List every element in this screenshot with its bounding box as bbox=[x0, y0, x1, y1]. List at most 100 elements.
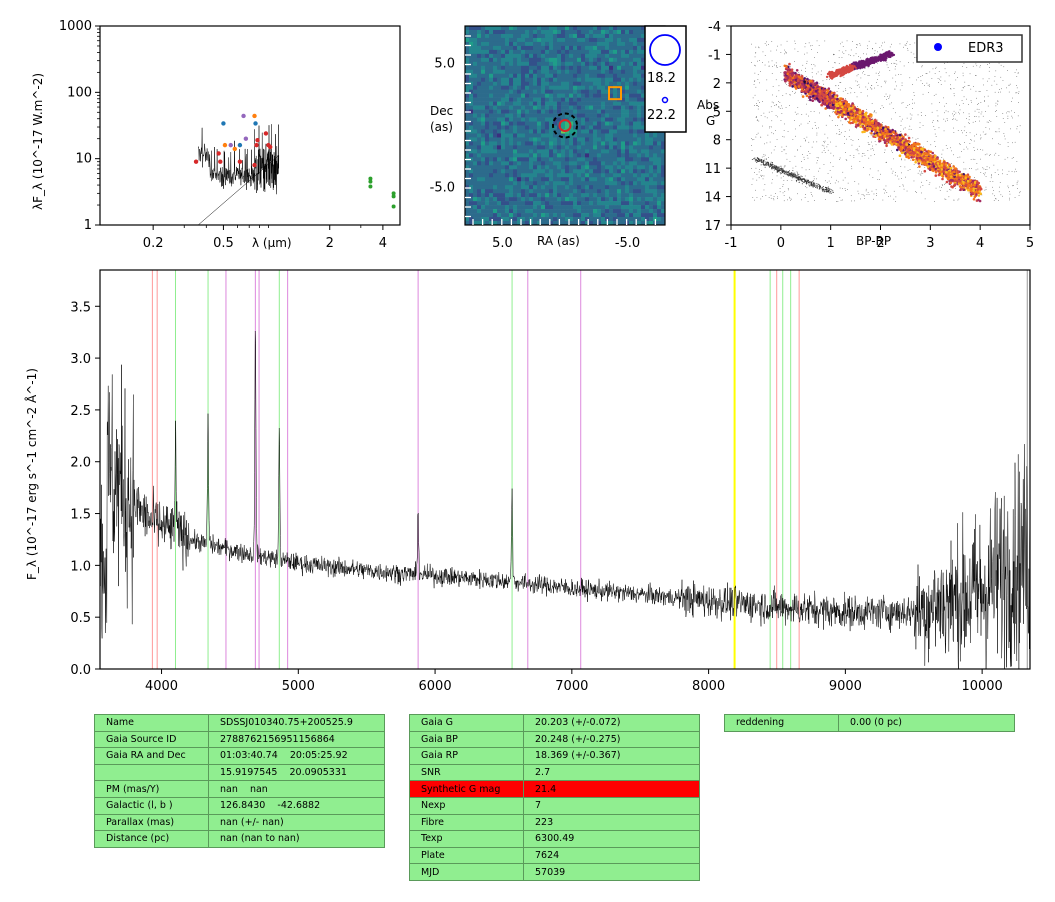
image-pixel bbox=[609, 185, 614, 190]
image-pixel bbox=[549, 177, 554, 182]
sed-point bbox=[253, 121, 258, 126]
image-pixel bbox=[521, 101, 526, 106]
image-pixel bbox=[517, 209, 522, 214]
image-pixel bbox=[621, 65, 626, 71]
image-pixel bbox=[569, 105, 574, 110]
image-pixel bbox=[569, 157, 574, 162]
image-pixel bbox=[573, 105, 578, 110]
hr-field-star bbox=[955, 188, 956, 189]
image-pixel bbox=[469, 137, 474, 142]
image-pixel bbox=[513, 209, 518, 214]
hr-wd-star bbox=[780, 165, 782, 167]
hr-wd-star bbox=[793, 173, 795, 175]
image-pixel bbox=[593, 153, 598, 158]
image-pixel bbox=[545, 177, 550, 182]
image-pixel bbox=[473, 165, 478, 170]
hr-field-star bbox=[782, 136, 784, 137]
hr-field-star bbox=[870, 87, 871, 89]
image-pixel bbox=[649, 197, 654, 202]
hr-wd-star bbox=[795, 175, 796, 177]
image-pixel bbox=[589, 189, 594, 194]
image-pixel bbox=[469, 117, 474, 122]
image-pixel bbox=[577, 165, 582, 170]
hr-field-star bbox=[953, 88, 955, 89]
hr-field-star bbox=[889, 103, 891, 105]
image-pixel bbox=[561, 101, 566, 106]
image-pixel bbox=[593, 117, 598, 122]
image-pixel bbox=[601, 177, 606, 182]
hr-field-star bbox=[829, 79, 830, 80]
image-pixel bbox=[497, 133, 502, 138]
image-pixel bbox=[481, 213, 486, 218]
image-pixel bbox=[621, 109, 626, 114]
image-pixel bbox=[589, 101, 594, 106]
image-pixel bbox=[537, 181, 542, 186]
hr-field-star bbox=[991, 175, 992, 177]
image-pixel bbox=[509, 137, 514, 142]
hr-field-star bbox=[762, 51, 764, 53]
hr-field-star bbox=[775, 104, 777, 106]
image-pixel bbox=[469, 149, 474, 154]
image-pixel bbox=[489, 205, 494, 210]
image-pixel bbox=[553, 169, 558, 174]
hr-wd-star bbox=[798, 178, 800, 180]
image-pixel bbox=[489, 41, 494, 47]
hr-field-star bbox=[760, 136, 762, 138]
hr-field-star bbox=[847, 121, 848, 122]
image-pixel bbox=[629, 133, 634, 138]
image-pixel bbox=[521, 57, 526, 63]
image-pixel bbox=[513, 145, 518, 150]
hr-field-star bbox=[857, 150, 859, 152]
image-pixel bbox=[573, 141, 578, 146]
image-pixel bbox=[637, 85, 642, 90]
image-pixel bbox=[481, 153, 486, 158]
hr-field-star bbox=[785, 52, 787, 53]
hr-field-star bbox=[756, 174, 758, 175]
image-pixel bbox=[621, 201, 626, 206]
hr-field-star bbox=[824, 147, 825, 149]
image-pixel bbox=[485, 133, 490, 138]
hr-field-star bbox=[946, 118, 948, 119]
image-pixel bbox=[529, 157, 534, 162]
hr-field-star bbox=[785, 52, 787, 54]
image-pixel bbox=[601, 169, 606, 174]
image-pixel bbox=[569, 29, 574, 35]
image-pixel bbox=[557, 93, 562, 98]
image-pixel bbox=[625, 201, 630, 206]
hr-wd-star bbox=[794, 173, 796, 175]
image-pixel bbox=[617, 201, 622, 206]
image-pixel bbox=[505, 85, 510, 90]
image-pixel bbox=[609, 177, 614, 182]
image-pixel bbox=[633, 121, 638, 126]
image-pixel bbox=[577, 201, 582, 206]
image-pixel bbox=[577, 181, 582, 186]
image-pixel bbox=[613, 145, 618, 150]
image-pixel bbox=[633, 161, 638, 166]
image-pixel bbox=[469, 97, 474, 102]
image-pixel bbox=[553, 41, 558, 47]
sed-points bbox=[193, 113, 396, 209]
image-pixel bbox=[525, 161, 530, 166]
image-pixel bbox=[613, 26, 618, 31]
hr-field-star bbox=[786, 158, 788, 160]
hr-field-star bbox=[858, 145, 860, 147]
image-pixel bbox=[629, 217, 634, 222]
image-pixel bbox=[561, 125, 566, 130]
hr-field-star bbox=[804, 53, 805, 55]
image-pixel bbox=[629, 49, 634, 55]
hr-field-star bbox=[764, 43, 766, 44]
image-pixel bbox=[605, 113, 610, 118]
image-pixel bbox=[573, 117, 578, 122]
hr-field-star bbox=[950, 189, 952, 191]
image-pixel bbox=[485, 89, 490, 94]
hr-field-star bbox=[857, 190, 859, 192]
image-pixel bbox=[653, 185, 658, 190]
hr-field-star bbox=[939, 102, 940, 103]
image-pixel bbox=[509, 193, 514, 198]
hr-field-star bbox=[814, 200, 815, 201]
hr-field-star bbox=[773, 196, 775, 197]
image-pixel bbox=[625, 173, 630, 178]
image-pixel bbox=[585, 153, 590, 158]
image-pixel bbox=[621, 209, 626, 214]
image-pixel bbox=[465, 85, 470, 90]
